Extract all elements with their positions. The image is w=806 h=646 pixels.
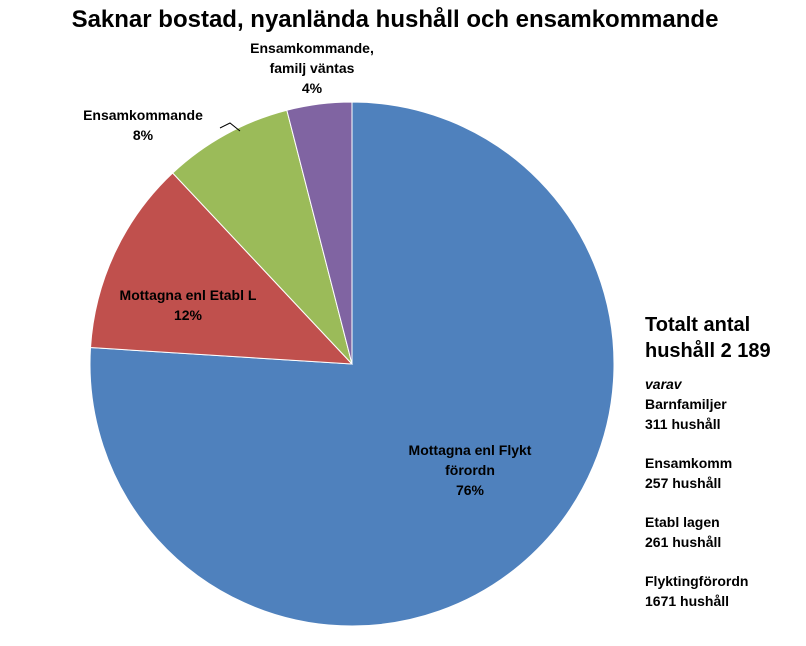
slice-percent: 12% xyxy=(174,307,203,323)
slice-label: Mottagna enl Etabl L 12% xyxy=(120,287,257,323)
breakdown-value: 311 hushåll xyxy=(645,416,721,432)
breakdown-value: 261 hushåll xyxy=(645,534,722,550)
slice-percent: 8% xyxy=(133,127,154,143)
pie-slice xyxy=(171,109,353,365)
varav-label: varav xyxy=(645,376,682,392)
chart-title: Saknar bostad, nyanlända hushåll och ens… xyxy=(71,6,719,33)
breakdown-item: Ensamkomm 257 hushåll xyxy=(645,453,805,493)
breakdown-name: Barnfamiljer xyxy=(645,396,727,412)
slice-percent: 76% xyxy=(456,482,485,498)
slice-name-line: familj väntas xyxy=(270,60,355,76)
slice-name-line: Mottagna enl Flykt xyxy=(409,442,532,458)
pie-slice xyxy=(89,172,354,365)
breakdown-item: Barnfamiljer 311 hushåll xyxy=(645,394,805,434)
total-line-1: Totalt antal xyxy=(645,314,751,336)
slice-name-line: förordn xyxy=(445,462,495,478)
slice-name-line: Mottagna enl Etabl L xyxy=(120,287,257,303)
slice-percent: 4% xyxy=(302,80,323,96)
slice-label: Mottagna enl Flykt förordn 76% xyxy=(409,442,532,498)
breakdown-name: Ensamkomm xyxy=(645,455,733,471)
breakdown-value: 257 hushåll xyxy=(645,475,722,491)
total-households: Totalt antal hushåll 2 189 xyxy=(645,312,805,364)
breakdown-value: 1671 hushåll xyxy=(645,593,730,609)
pie-slice xyxy=(286,101,353,365)
summary-panel: Totalt antal hushåll 2 189 varav Barnfam… xyxy=(645,312,805,630)
slice-name-line: Ensamkommande, xyxy=(250,40,374,56)
total-line-2: hushåll 2 189 xyxy=(645,340,771,362)
slice-name-line: Ensamkommande xyxy=(83,107,203,123)
leader-line xyxy=(219,122,241,132)
breakdown-item: Etabl lagen 261 hushåll xyxy=(645,512,805,552)
pie-slice xyxy=(89,101,615,627)
breakdown-name: Flyktingförordn xyxy=(645,573,749,589)
slice-label: Ensamkommande, familj väntas 4% xyxy=(250,40,374,96)
slice-label: Ensamkommande 8% xyxy=(83,107,203,143)
breakdown-name: Etabl lagen xyxy=(645,514,720,530)
breakdown-item: Flyktingförordn 1671 hushåll xyxy=(645,571,805,611)
